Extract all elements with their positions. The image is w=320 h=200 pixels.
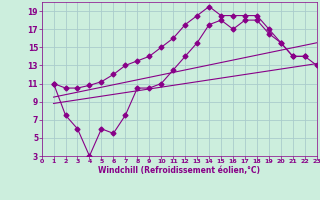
X-axis label: Windchill (Refroidissement éolien,°C): Windchill (Refroidissement éolien,°C) (98, 166, 260, 175)
